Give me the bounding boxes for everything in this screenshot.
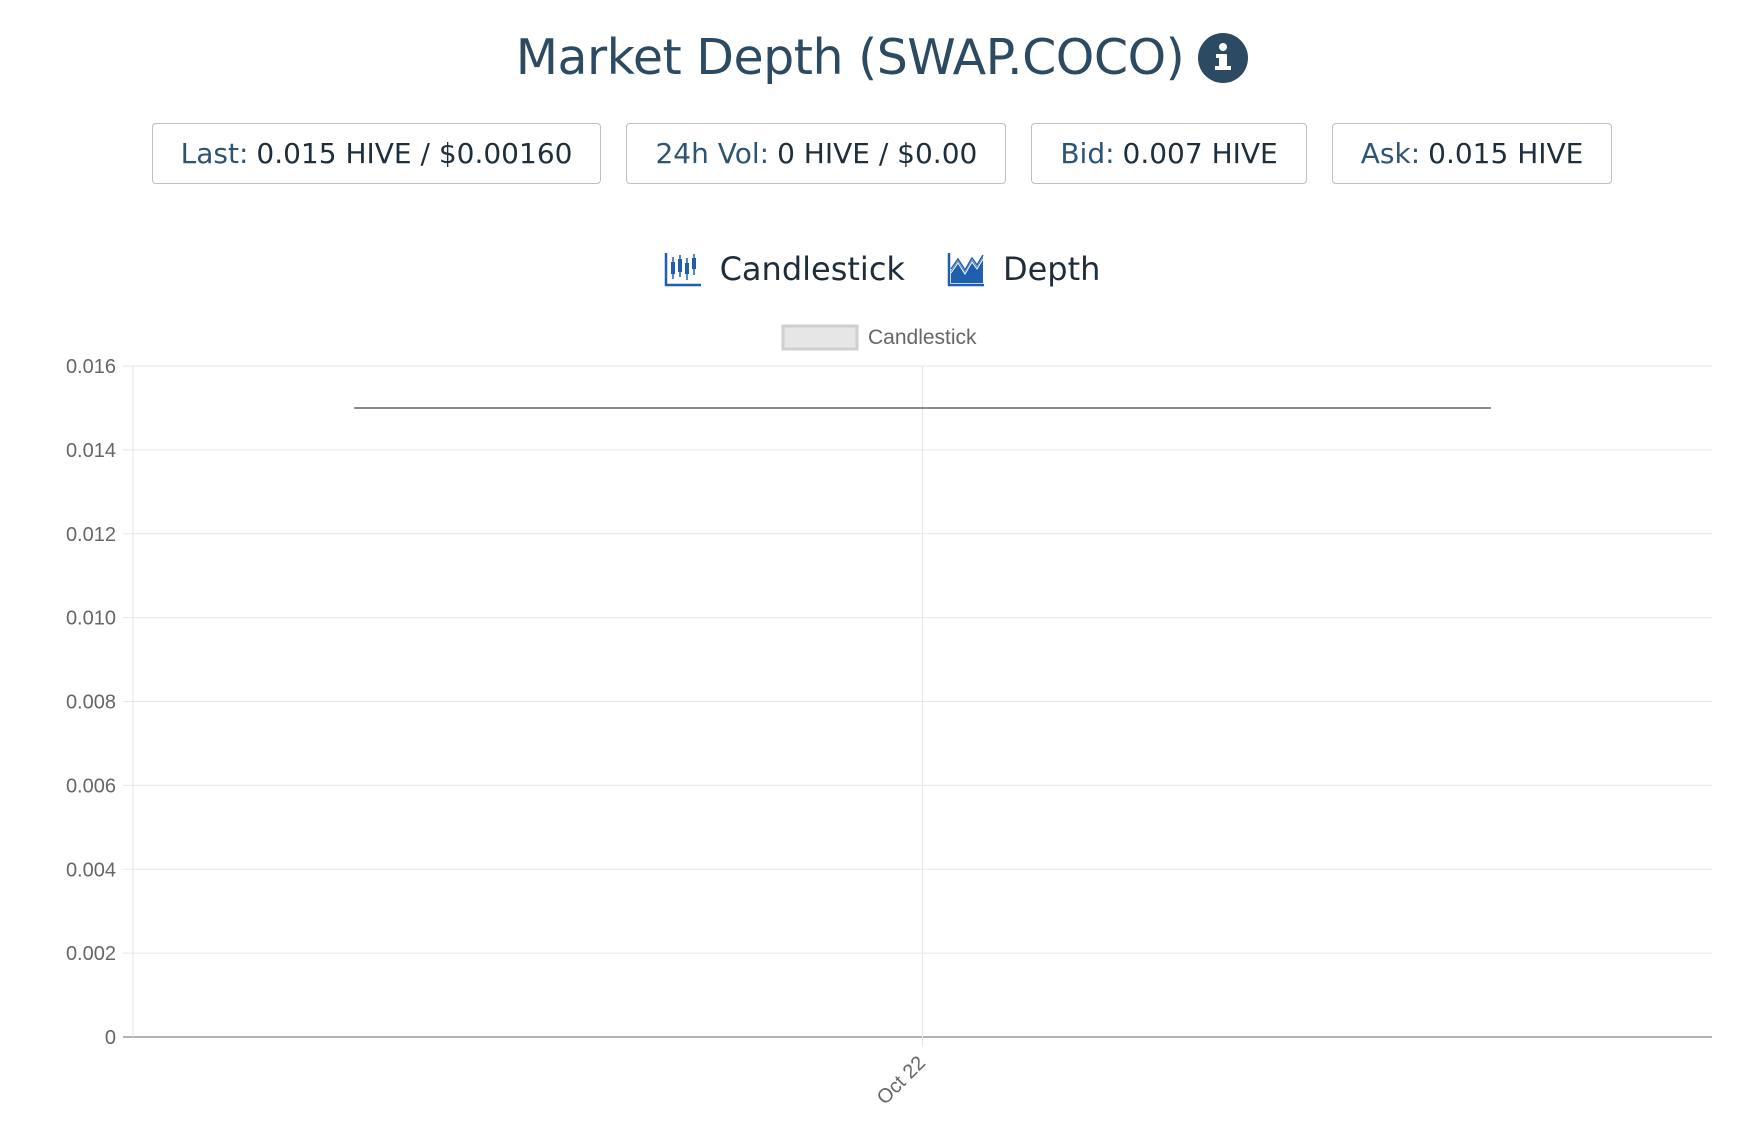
legend-label: Candlestick xyxy=(868,326,977,349)
bid-value: 0.007 HIVE xyxy=(1122,137,1278,170)
bid-label: Bid: xyxy=(1060,137,1115,170)
candlestick-chart-icon xyxy=(664,253,701,287)
x-tick-label: Oct 22 xyxy=(873,1052,930,1109)
page-title: Market Depth (SWAP.COCO) xyxy=(515,29,1185,86)
area-chart-icon xyxy=(947,253,984,287)
y-tick-label: 0.010 xyxy=(66,608,116,630)
last-price-label: Last: xyxy=(180,137,249,170)
grid-lines xyxy=(123,365,1712,1047)
volume-box: 24h Vol: 0 HIVE / $0.00 xyxy=(626,123,1007,184)
stats-bar: Last: 0.015 HIVE / $0.00160 24h Vol: 0 H… xyxy=(0,123,1764,184)
y-tick-label: 0.012 xyxy=(66,524,116,546)
ask-box: Ask: 0.015 HIVE xyxy=(1331,123,1613,184)
y-tick-label: 0 xyxy=(105,1027,116,1049)
volume-value: 0 HIVE / $0.00 xyxy=(777,137,978,170)
tab-candlestick-label: Candlestick xyxy=(719,250,905,288)
tab-depth[interactable]: Depth xyxy=(947,250,1100,288)
bid-box: Bid: 0.007 HIVE xyxy=(1031,123,1307,184)
volume-label: 24h Vol: xyxy=(655,137,770,170)
tab-depth-label: Depth xyxy=(1002,250,1101,288)
chart-type-tabs: Candlestick Depth xyxy=(0,250,1764,288)
legend-swatch xyxy=(781,324,859,351)
x-axis: Oct 22 xyxy=(873,1052,930,1109)
y-tick-label: 0.008 xyxy=(66,692,116,714)
chart-legend[interactable]: Candlestick xyxy=(781,324,977,351)
y-tick-label: 0.002 xyxy=(66,943,116,965)
header: Market Depth (SWAP.COCO) xyxy=(0,22,1764,94)
ask-label: Ask: xyxy=(1360,137,1421,170)
y-tick-label: 0.014 xyxy=(66,440,116,462)
info-circle-icon[interactable] xyxy=(1198,33,1249,83)
last-price-value: 0.015 HIVE / $0.00160 xyxy=(256,137,573,170)
y-tick-label: 0.004 xyxy=(66,859,116,881)
y-axis: 0 0.002 0.004 0.006 0.008 0.010 0.012 0.014 0.01… xyxy=(66,356,116,1049)
y-tick-label: 0.016 xyxy=(66,356,116,378)
last-price-box: Last: 0.015 HIVE / $0.00160 xyxy=(151,123,602,184)
y-tick-label: 0.006 xyxy=(66,775,116,797)
ask-value: 0.015 HIVE xyxy=(1428,137,1584,170)
tab-candlestick[interactable]: Candlestick xyxy=(664,250,905,288)
